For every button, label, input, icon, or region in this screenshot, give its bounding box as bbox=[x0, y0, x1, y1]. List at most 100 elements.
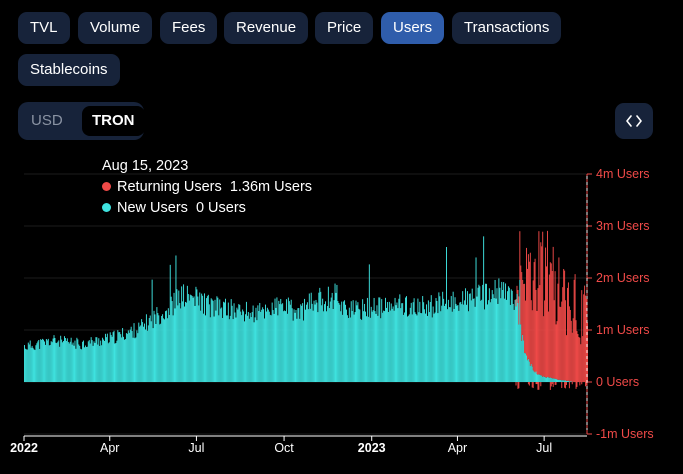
new-users-bar bbox=[460, 301, 462, 382]
new-users-bar bbox=[365, 311, 366, 382]
new-users-bar bbox=[178, 290, 180, 382]
new-users-bar bbox=[280, 298, 282, 382]
new-users-bar bbox=[478, 284, 480, 382]
new-users-bar bbox=[385, 297, 386, 382]
new-users-bar bbox=[464, 300, 466, 382]
new-users-bar bbox=[303, 320, 305, 382]
denomination-tron[interactable]: TRON bbox=[82, 106, 145, 136]
returning-users-bar bbox=[537, 382, 539, 390]
tab-tvl[interactable]: TVL bbox=[18, 12, 70, 44]
tab-transactions[interactable]: Transactions bbox=[452, 12, 562, 44]
new-users-bar bbox=[82, 341, 84, 382]
new-users-bar bbox=[416, 315, 418, 382]
returning-users-bar bbox=[542, 231, 544, 377]
new-users-bar bbox=[307, 309, 309, 382]
new-users-bar bbox=[237, 309, 239, 382]
new-users-bar bbox=[179, 303, 181, 382]
new-users-bar bbox=[76, 337, 78, 382]
new-users-bar bbox=[206, 296, 208, 382]
returning-users-bar bbox=[531, 382, 533, 388]
new-users-bar bbox=[158, 315, 160, 382]
new-users-bar bbox=[560, 379, 562, 382]
new-users-bar bbox=[506, 299, 507, 382]
new-users-bar bbox=[28, 344, 30, 382]
new-users-bar bbox=[365, 316, 367, 382]
new-users-bar bbox=[446, 309, 448, 382]
new-users-bar bbox=[52, 338, 54, 382]
new-users-bar bbox=[345, 304, 346, 382]
new-users-bar bbox=[196, 289, 198, 382]
new-users-bar bbox=[499, 287, 501, 382]
new-users-bar bbox=[327, 286, 329, 382]
new-users-bar bbox=[155, 323, 157, 382]
tab-volume[interactable]: Volume bbox=[78, 12, 153, 44]
returning-users-bar bbox=[515, 382, 517, 386]
new-users-bar bbox=[403, 314, 405, 382]
new-users-bar bbox=[119, 332, 121, 382]
returning-users-bar bbox=[517, 290, 519, 303]
new-users-bar bbox=[336, 284, 338, 382]
new-users-bar bbox=[292, 320, 294, 382]
new-users-bar bbox=[244, 321, 246, 382]
new-users-bar bbox=[165, 310, 167, 382]
new-users-bar bbox=[254, 317, 256, 382]
new-users-bar bbox=[449, 307, 451, 382]
new-users-bar bbox=[259, 302, 261, 382]
new-users-bar bbox=[175, 255, 177, 382]
new-users-bar bbox=[66, 338, 68, 382]
new-users-bar bbox=[514, 299, 516, 382]
returning-users-bar bbox=[576, 331, 578, 382]
new-users-bar bbox=[507, 286, 509, 382]
new-users-bar bbox=[374, 311, 376, 382]
returning-users-bar bbox=[552, 382, 554, 387]
returning-users-bar bbox=[541, 246, 543, 376]
new-users-bar bbox=[432, 306, 434, 382]
new-users-bar bbox=[468, 293, 470, 382]
new-users-bar bbox=[508, 287, 510, 382]
new-users-bar bbox=[462, 291, 464, 382]
new-users-bar bbox=[260, 311, 262, 382]
returning-users-bar bbox=[551, 382, 553, 385]
chart-tooltip: Aug 15, 2023 Returning Users 1.36m Users… bbox=[102, 156, 312, 219]
new-users-bar bbox=[160, 323, 162, 382]
new-users-bar bbox=[481, 299, 483, 382]
new-users-bar bbox=[488, 288, 490, 382]
new-users-bar bbox=[69, 341, 71, 382]
new-users-bar bbox=[79, 345, 81, 382]
new-users-bar bbox=[37, 341, 39, 382]
new-users-bar bbox=[308, 293, 310, 382]
tab-price[interactable]: Price bbox=[315, 12, 374, 44]
new-users-bar bbox=[338, 302, 340, 382]
new-users-bar bbox=[49, 344, 51, 382]
new-users-bar bbox=[526, 360, 528, 382]
new-users-bar bbox=[476, 296, 478, 382]
new-users-bar bbox=[321, 305, 323, 382]
new-users-bar bbox=[506, 291, 508, 382]
code-brackets-icon bbox=[626, 115, 642, 127]
new-users-bar bbox=[480, 300, 482, 382]
new-users-bar bbox=[424, 309, 426, 382]
new-users-bar bbox=[492, 294, 494, 382]
tab-fees[interactable]: Fees bbox=[160, 12, 218, 44]
tab-users[interactable]: Users bbox=[381, 12, 445, 44]
y-tick-label: -1m Users bbox=[596, 427, 654, 441]
tab-revenue[interactable]: Revenue bbox=[224, 12, 309, 44]
new-users-bar bbox=[97, 344, 99, 382]
new-users-bar bbox=[29, 340, 31, 382]
new-users-bar bbox=[325, 311, 327, 382]
denomination-usd[interactable]: USD bbox=[31, 112, 63, 129]
embed-button[interactable] bbox=[615, 103, 653, 139]
new-users-bar bbox=[325, 301, 326, 382]
new-users-bar bbox=[249, 312, 251, 382]
new-users-bar bbox=[471, 288, 473, 382]
new-users-bar bbox=[305, 304, 307, 382]
new-users-bar bbox=[194, 305, 196, 382]
new-users-bar bbox=[277, 315, 279, 382]
new-users-bar bbox=[62, 342, 64, 382]
new-users-bar bbox=[362, 299, 364, 382]
new-users-bar bbox=[111, 336, 113, 382]
new-users-bar bbox=[64, 338, 66, 382]
tab-stablecoins[interactable]: Stablecoins bbox=[18, 54, 120, 86]
returning-users-bar bbox=[566, 335, 567, 381]
new-users-bar bbox=[446, 247, 447, 382]
